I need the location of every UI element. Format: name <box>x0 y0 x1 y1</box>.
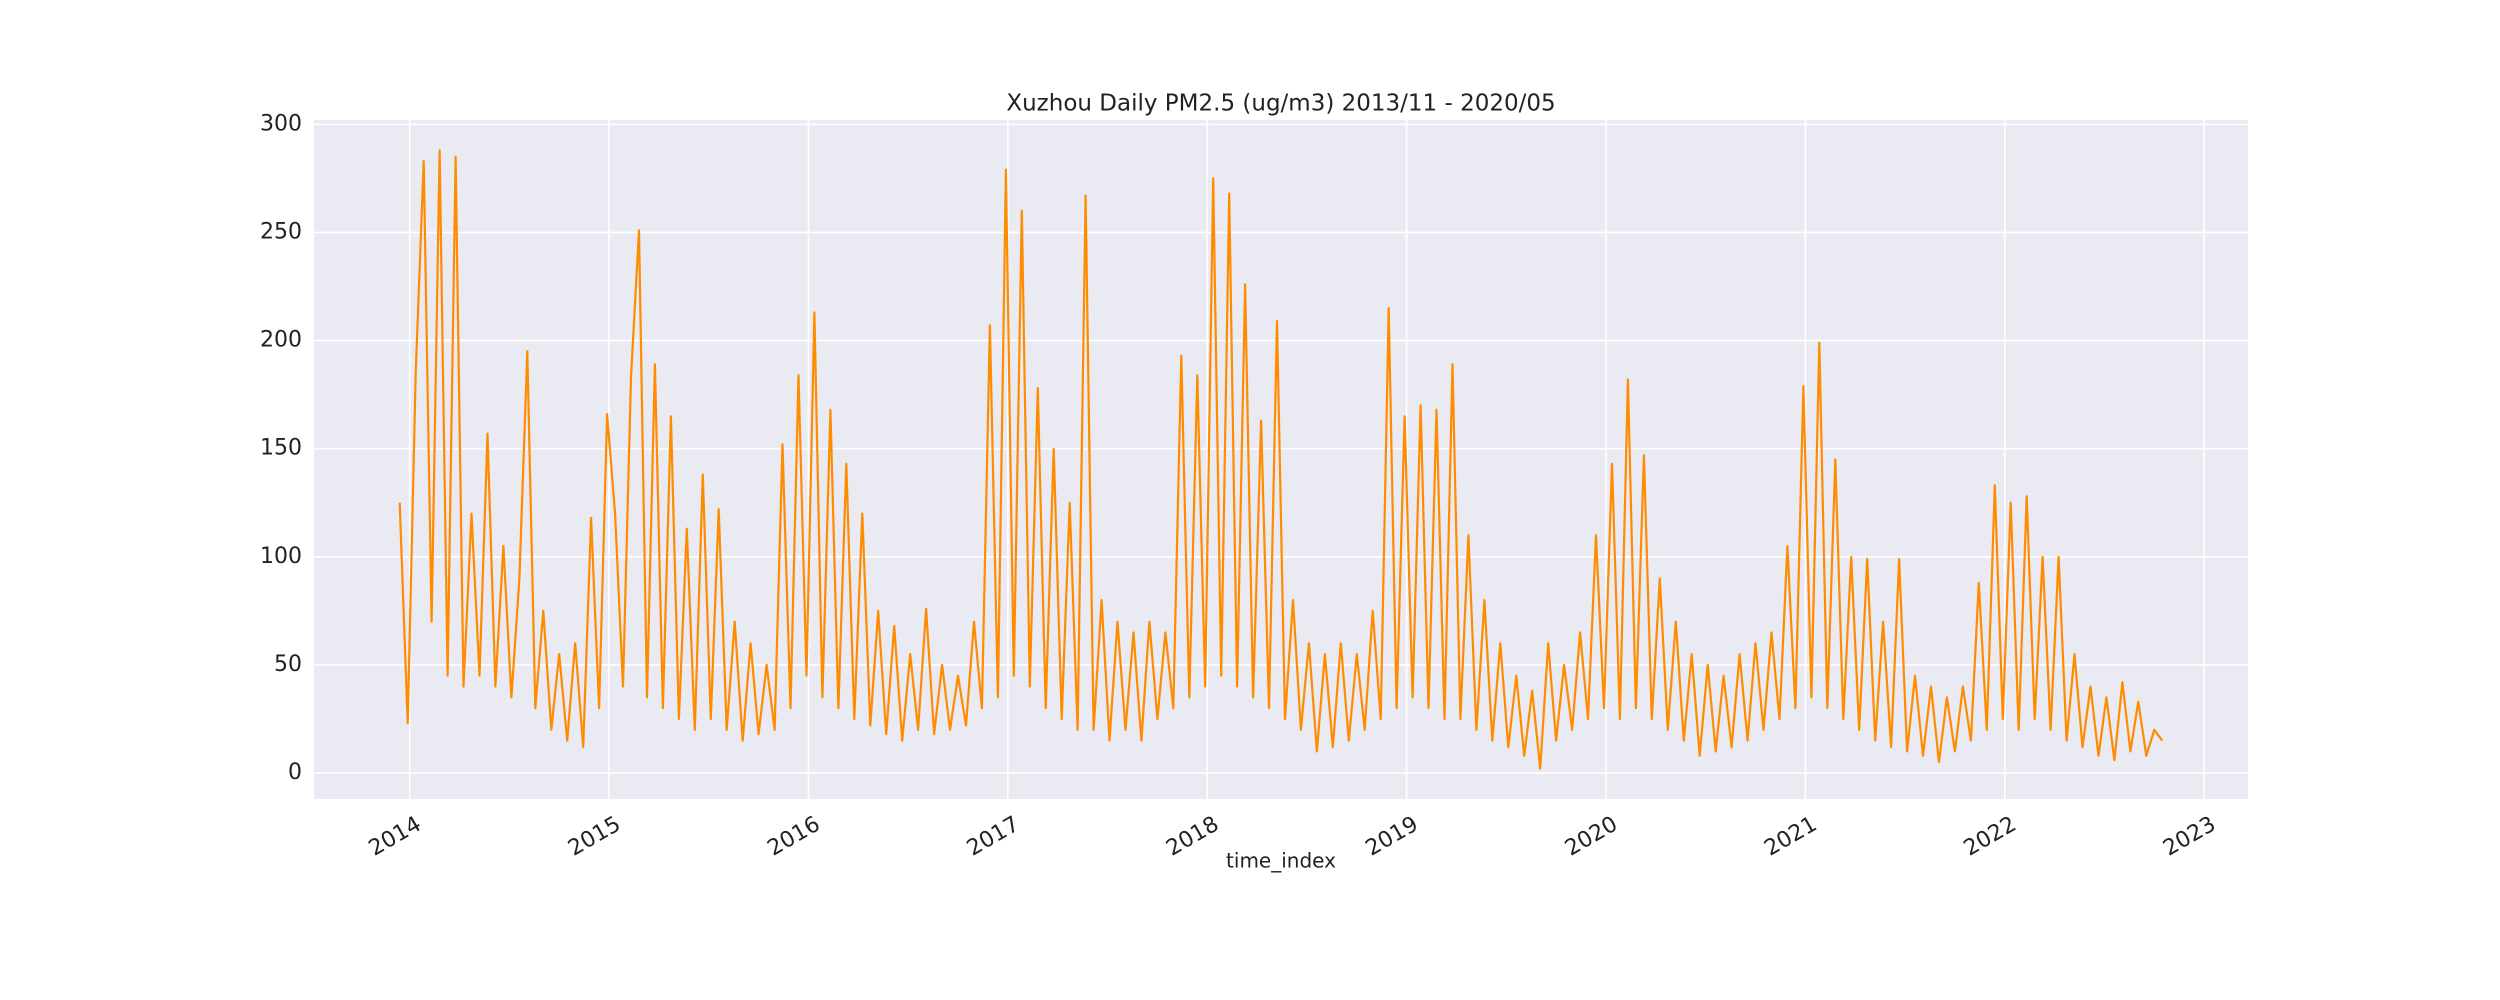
x-tick-label: 2021 <box>1760 812 1821 862</box>
plot-area <box>314 120 2248 799</box>
y-tick-label: 100 <box>260 544 302 569</box>
x-tick-label: 2014 <box>365 812 426 862</box>
x-tick-label: 2020 <box>1561 812 1622 862</box>
y-tick-label: 0 <box>288 760 302 785</box>
y-tick-label: 250 <box>260 219 302 244</box>
x-tick-label: 2022 <box>1960 812 2021 862</box>
y-tick-label: 200 <box>260 328 302 353</box>
y-tick-label: 300 <box>260 111 302 136</box>
x-axis-label: time_index <box>1226 849 1336 873</box>
x-tick-label: 2019 <box>1362 812 1423 862</box>
chart-title: Xuzhou Daily PM2.5 (ug/m3) 2013/11 - 202… <box>1006 91 1555 117</box>
x-tick-label: 2017 <box>963 812 1024 862</box>
data-line <box>398 149 2164 770</box>
x-tick-label: 2016 <box>763 812 824 862</box>
y-tick-label: 150 <box>260 436 302 461</box>
x-tick-label: 2015 <box>564 812 625 862</box>
x-tick-label: 2018 <box>1162 812 1223 862</box>
y-tick-label: 50 <box>274 652 302 677</box>
x-tick-label: 2023 <box>2159 812 2220 862</box>
